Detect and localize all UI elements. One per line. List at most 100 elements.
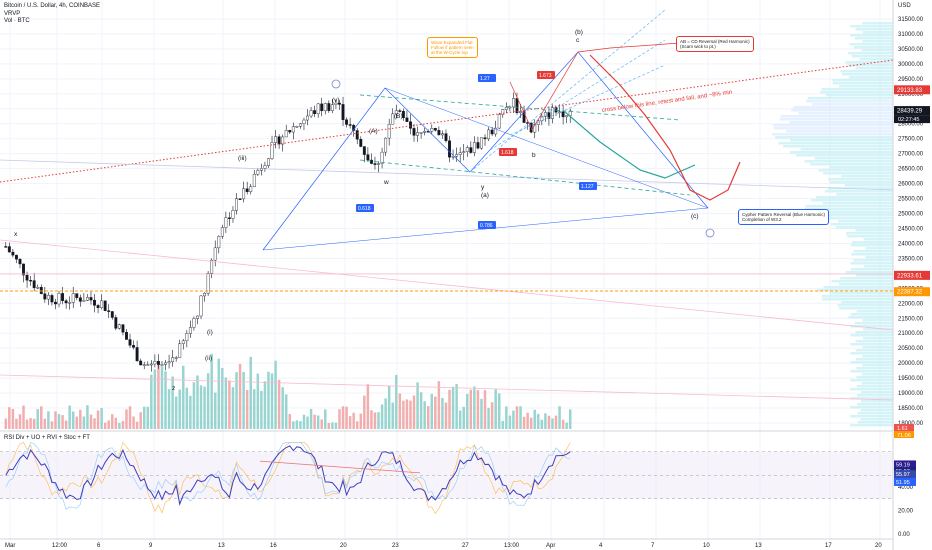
wave-label: (i) [207,329,213,336]
volume-bar [182,365,185,429]
volume-bar [537,413,540,429]
profile-bar [839,307,893,310]
profile-bar [863,265,893,268]
candle-body [338,102,341,105]
profile-bar [856,376,893,379]
profile-bar [814,157,893,160]
profile-bar [779,118,893,121]
volume-bar [462,406,465,429]
price-tag [894,106,930,116]
price-tick-label: 28000.00 [898,122,924,128]
wave-label: (c) [691,213,699,220]
volume-bar [171,376,174,429]
volume-bar [366,384,370,429]
candle-body [327,103,331,111]
volume-bar [380,404,384,429]
wave-label: (a) [481,192,489,199]
profile-bar [778,142,893,145]
wave-label: w [383,179,389,186]
ratio-pill [356,204,374,212]
candle-body [483,137,487,140]
rsi-tick-label: 40.00 [898,485,914,491]
volume-bar [203,386,206,429]
profile-bar [798,112,893,115]
candle-body [135,347,139,362]
vrvp-indicator-label[interactable]: VRVP [4,11,21,17]
candle-body [487,129,491,140]
profile-bar [828,178,893,181]
ratio-pill-label: 0.786 [480,223,493,229]
volume-bar [71,411,75,429]
volume-bar [196,375,199,429]
time-tick-label: 20 [340,543,347,549]
wave-label: z [172,385,175,392]
profile-bar [850,415,893,418]
profile-bar [821,295,893,298]
green-dashed-line [359,159,691,196]
volume-bar [469,389,473,429]
volume-bar [111,414,114,429]
profile-bar [857,412,893,415]
volume-bar [391,402,394,429]
volume-bar [75,416,79,429]
price-tick-label: 27500.00 [898,137,924,143]
volume-bar [551,418,554,429]
time-tick-label: 16 [270,543,277,549]
red-forecast-path [589,54,741,201]
candle-body [107,310,111,312]
volume-bar [32,418,36,429]
volume-bar [444,402,448,429]
time-tick-label: 4 [599,543,603,549]
rsi-tag-label: 51.95 [896,480,910,486]
candle-body [561,111,565,118]
candle-body [405,117,409,122]
wave-label: c [576,37,580,44]
candle-body [110,311,114,318]
ratio-pill [478,74,496,82]
profile-bar [829,166,893,169]
volume-bar [352,412,355,429]
volume-bar [554,415,558,429]
candle-body [89,297,93,301]
time-tick-label: 7 [651,543,655,549]
volume-bar [132,416,135,429]
volume-tag [894,431,914,438]
volume-bar [192,382,196,429]
profile-bar [772,124,893,127]
wave-label: (A) [369,128,378,135]
profile-bar [826,94,893,97]
profile-bar [775,136,893,139]
price-tick-label: 20000.00 [898,361,924,367]
volume-bar [302,414,306,429]
candle-body [57,293,61,305]
profile-bar [855,349,893,352]
countdown-tag [894,115,930,124]
rsi-tag-label: 55.97 [896,472,910,478]
candle-body [362,146,366,155]
profile-bar [850,352,893,355]
profile-bar [820,91,893,94]
profile-bar [850,262,893,265]
candle-body [39,286,43,294]
candle-body [263,165,267,169]
ratio-pill [499,148,517,156]
profile-bar [850,25,893,28]
profile-bar [824,190,893,193]
candle-body [508,106,512,109]
volume-bar [434,396,437,429]
candle-body [455,154,459,157]
profile-bar [856,385,893,388]
fib-channel-line [509,64,666,136]
ratio-pill [478,221,496,229]
volume-bar [18,414,22,429]
time-tick-label: 17 [825,543,832,549]
rsi-indicator-title[interactable]: RSI Div + UO + RVI + Stoc + FT [4,435,90,441]
price-tag-label: 22933.61 [897,273,923,279]
profile-bar [850,361,893,364]
profile-bar [810,163,893,166]
candle-body [64,300,68,304]
volume-bar [395,374,398,429]
volume-bar [228,380,231,429]
volume-indicator-label[interactable]: Vol · BTC [4,18,30,24]
